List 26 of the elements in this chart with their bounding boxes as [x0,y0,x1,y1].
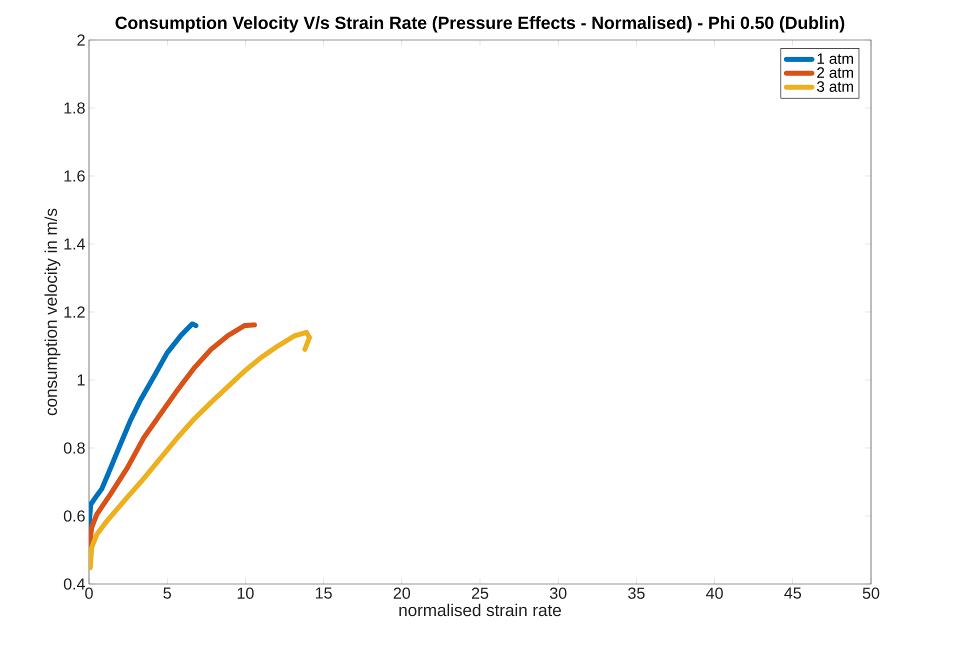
x-tick-label: 45 [784,588,802,599]
y-tick-label: 2 [77,34,85,46]
legend-label: 1 atm [818,53,853,64]
chart-title: Consumption Velocity V/s Strain Rate (Pressure Effects - Normalised) - Phi 0.50 (Dublin) [116,16,844,32]
y-tick-label: 0.4 [64,578,85,590]
legend-label: 2 atm [817,67,853,78]
y-tick-label: 1.4 [64,238,85,250]
x-tick-label: 5 [163,588,171,599]
y-tick-label: 1 [78,374,85,386]
x-tick-label: 0 [85,588,93,599]
y-tick-label: 1.6 [64,170,85,182]
x-axis-title: normalised strain rate [399,604,561,616]
x-tick-label: 20 [394,588,410,599]
x-tick-label: 25 [472,588,488,599]
y-tick-label: 1.2 [64,306,85,318]
x-tick-label: 10 [238,588,254,599]
x-tick-label: 15 [316,588,332,599]
x-tick-label: 40 [706,588,723,599]
y-tick-label: 0.6 [64,510,85,522]
y-axis-title: consumption velocity in m/s [44,208,60,416]
legend-label: 3 atm [817,81,853,92]
y-tick-label: 1.8 [64,102,85,114]
x-tick-label: 35 [628,588,645,599]
y-tick-label: 0.8 [64,442,85,454]
x-tick-label: 30 [550,588,566,599]
x-tick-label: 50 [862,588,880,599]
